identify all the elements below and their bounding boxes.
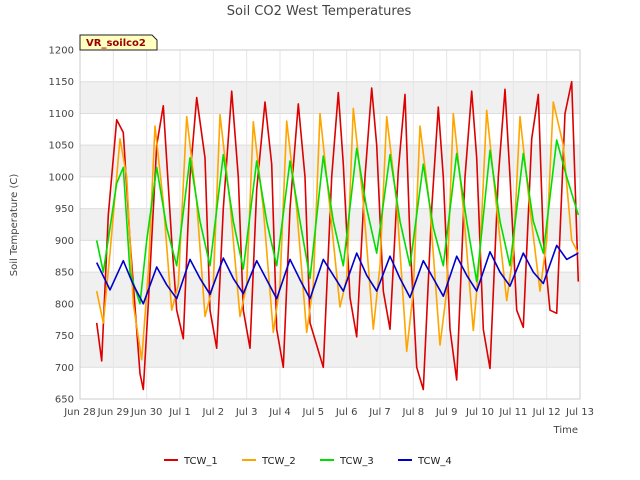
x-tick-label: Jun 28 [63,407,96,418]
series-line-tcw-2 [95,101,580,361]
legend-label: TCW_3 [339,456,374,467]
legend-label: TCW_1 [183,456,218,467]
x-tick-label: Jul 10 [465,407,494,418]
grid-band [80,335,580,368]
x-tick-label: Jul 11 [498,407,527,418]
x-tick-label: Jul 9 [435,407,458,418]
y-tick-label: 850 [55,268,74,279]
y-tick-label: 900 [55,236,74,247]
y-tick-label: 950 [55,204,74,215]
y-tick-label: 1000 [49,172,74,183]
x-tick-label: Jul 12 [532,407,561,418]
x-tick-label: Jun 29 [97,407,130,418]
x-tick-label: Jul 4 [268,407,291,418]
x-tick-label: Jul 5 [302,407,325,418]
x-tick-label: Jun 30 [130,407,163,418]
y-axis-ticks: 650 700 750 800 850 900 950 1000 1050 1100 1150 120… [49,46,74,406]
x-tick-label: Jul 1 [168,407,191,418]
legend: TCW_1 TCW_2 TCW_3 TCW_4 [164,456,452,467]
y-tick-label: 750 [55,331,74,342]
plot-frame [79,49,581,400]
legend-label: TCW_4 [417,456,452,467]
station-badge-label: VR_soilco2 [86,38,146,49]
y-tick-label: 1100 [49,109,74,120]
y-tick-label: 650 [55,395,74,406]
x-axis-label: Time [553,425,578,436]
y-tick-label: 700 [55,363,74,374]
grid-band [80,145,580,177]
series-line-tcw-4 [95,244,579,305]
legend-label: TCW_2 [261,456,296,467]
series-lines [95,80,580,391]
y-axis-label: Soil Temperature (C) [9,174,20,277]
series-line-tcw-1 [95,80,580,391]
series-line-tcw-3 [95,139,580,305]
x-axis-ticks: Jun 28 Jun 29 Jun 30 Jul 1 Jul 2 Jul 3 Jul 4 Ju… [63,407,594,418]
x-tick-label: Jul 2 [202,407,225,418]
x-tick-label: Jul 13 [565,407,594,418]
y-tick-label: 800 [55,299,74,310]
y-tick-label: 1050 [49,141,74,152]
x-tick-label: Jul 6 [335,407,358,418]
y-tick-label: 1150 [49,77,74,88]
chart-title: Soil CO2 West Temperatures [227,4,412,19]
x-tick-label: Jul 8 [402,407,425,418]
x-tick-label: Jul 3 [235,407,258,418]
station-badge: VR_soilco2 [79,34,158,51]
y-tick-label: 1200 [49,46,74,57]
x-tick-label: Jul 7 [368,407,391,418]
